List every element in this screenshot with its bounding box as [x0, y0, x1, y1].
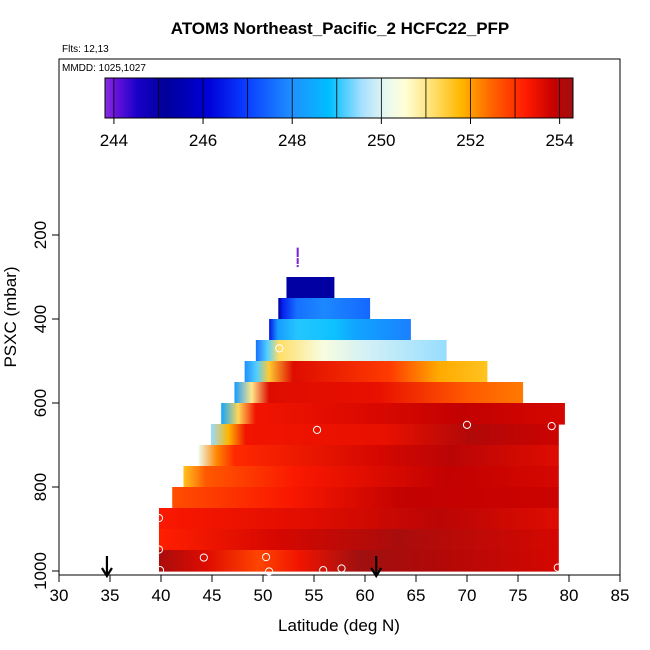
colorbar-ticks: 244 246 248 250 252 254	[100, 118, 574, 150]
colorbar-fill	[105, 78, 573, 118]
curtain-band	[198, 445, 559, 467]
x-tick-label: 40	[152, 586, 171, 605]
mmdd-label: MMDD: 1025,1027	[62, 63, 146, 74]
curtain-band	[286, 277, 335, 299]
sample-point	[261, 553, 271, 562]
x-axis: 30 35 40 45 50 55 60 65 70 75 80 85	[50, 575, 630, 605]
sample-point	[553, 563, 562, 572]
curtain-band	[158, 529, 559, 551]
x-tick-label: 55	[305, 586, 324, 605]
y-tick-label: 1000	[31, 552, 50, 590]
y-tick-label: 800	[31, 473, 50, 501]
curtain-band	[172, 487, 559, 509]
y-axis: 200 400 600 800 1000	[31, 221, 59, 590]
curtain-band	[278, 298, 371, 320]
curtain-band	[234, 382, 524, 404]
y-axis-label: PSXC (mbar)	[1, 266, 20, 367]
flight-arrow	[101, 556, 113, 579]
colorbar-tick-label: 244	[100, 131, 128, 150]
curtain-band	[221, 403, 565, 425]
sample-point	[312, 425, 322, 434]
x-tick-label: 35	[101, 586, 120, 605]
sample-point	[199, 553, 208, 562]
curtain-band	[255, 340, 447, 362]
flights-label: Flts: 12,13	[62, 44, 109, 55]
flight-arrows	[101, 556, 383, 579]
curtain-band	[183, 466, 559, 488]
curtain-band	[158, 508, 559, 530]
x-tick-label: 75	[509, 586, 528, 605]
colorbar-tick-label: 254	[545, 131, 573, 150]
sample-point	[337, 564, 346, 573]
sample-point	[155, 566, 165, 575]
sample-point	[462, 420, 472, 429]
sample-point	[275, 344, 284, 353]
x-tick-label: 70	[458, 586, 477, 605]
sample-points	[154, 256, 571, 576]
sample-point	[154, 545, 164, 554]
sample-point	[547, 422, 556, 431]
y-tick-label: 600	[31, 389, 50, 417]
colorbar-tick-label: 250	[367, 131, 395, 150]
colorbar-lines	[113, 78, 561, 118]
sample-point	[319, 566, 328, 575]
curtain-band	[244, 361, 488, 383]
flight-arrow	[370, 556, 383, 579]
x-tick-label: 85	[611, 586, 630, 605]
colorbar-tick-label: 246	[189, 131, 217, 150]
x-tick-label: 50	[254, 586, 273, 605]
x-axis-label: Latitude (deg N)	[278, 616, 400, 635]
x-tick-label: 60	[356, 586, 375, 605]
curtain-band	[269, 319, 411, 341]
curtain-plot	[158, 247, 565, 572]
x-tick-label: 80	[560, 586, 579, 605]
colorbar-tick-label: 248	[278, 131, 306, 150]
sample-point	[561, 383, 571, 392]
x-tick-label: 65	[407, 586, 426, 605]
plot-frame	[58, 58, 621, 576]
curtain-band	[158, 550, 559, 572]
sample-point	[154, 513, 164, 523]
colorbar: 244 246 248 250 252 254	[100, 77, 574, 150]
colorbar-tick-label: 252	[456, 131, 484, 150]
colorbar-border	[104, 77, 574, 119]
y-tick-label: 200	[31, 221, 50, 249]
curtain-band	[210, 424, 559, 446]
chart-title: ATOM3 Northeast_Pacific_2 HCFC22_PFP	[171, 19, 510, 38]
sample-point	[265, 567, 274, 576]
sample-point	[293, 256, 302, 266]
x-tick-label: 45	[203, 586, 222, 605]
y-tick-label: 400	[31, 305, 50, 333]
x-tick-label: 30	[50, 586, 69, 605]
